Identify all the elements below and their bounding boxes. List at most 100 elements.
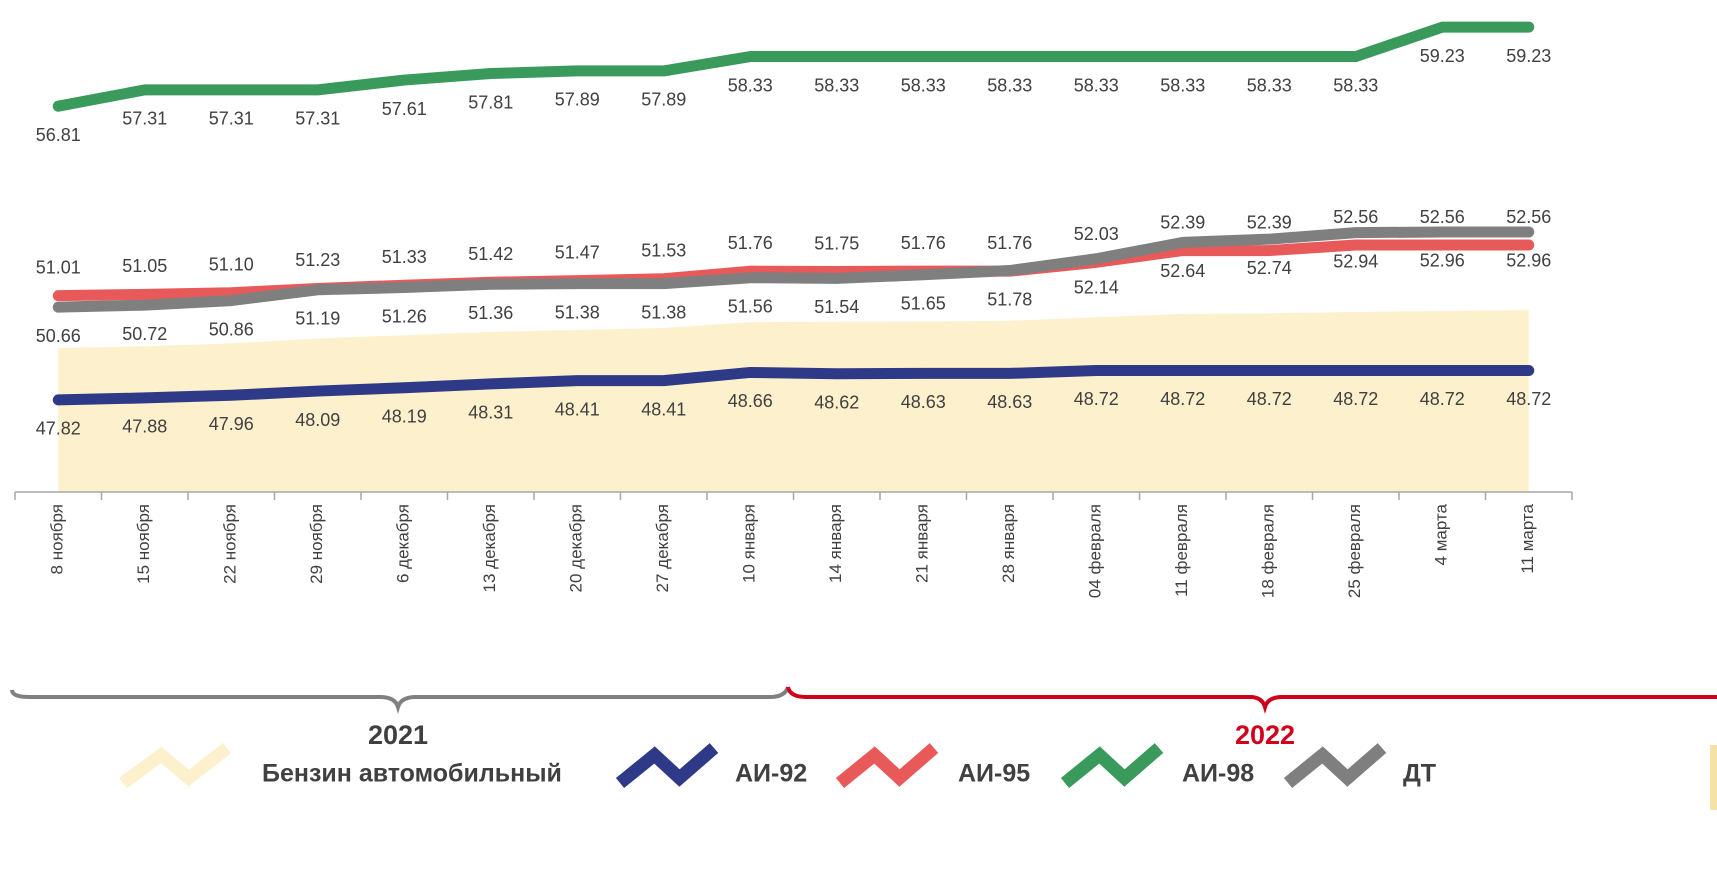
data-label: 57.31	[295, 109, 340, 129]
data-label: 57.89	[641, 90, 686, 110]
data-label: 51.33	[382, 247, 427, 267]
data-label: 48.66	[728, 391, 773, 411]
legend-icon	[119, 742, 232, 789]
data-label: 47.82	[36, 419, 81, 439]
data-label: 48.31	[468, 403, 513, 423]
data-label: 56.81	[36, 125, 81, 145]
data-label: 58.33	[1074, 75, 1119, 95]
data-label: 52.39	[1160, 212, 1205, 232]
data-label: 47.96	[209, 414, 254, 434]
data-label: 51.53	[641, 240, 686, 260]
year-label: 2021	[368, 720, 428, 750]
data-label: 52.56	[1506, 207, 1551, 227]
data-label: 48.19	[382, 407, 427, 427]
data-label: 48.63	[987, 392, 1032, 412]
data-label: 58.33	[728, 75, 773, 95]
data-label: 51.38	[555, 302, 600, 322]
data-label: 51.65	[901, 294, 946, 314]
year-label: 2022	[1235, 720, 1295, 750]
data-label: 57.81	[468, 92, 513, 112]
x-tick-label: 10 января	[740, 504, 759, 583]
data-label: 51.05	[122, 256, 167, 276]
data-label: 52.03	[1074, 224, 1119, 244]
data-label: 57.31	[209, 109, 254, 129]
data-label: 51.38	[641, 302, 686, 322]
x-tick-label: 28 января	[999, 504, 1018, 583]
legend-icon	[835, 743, 939, 789]
bracket-2022	[786, 686, 1717, 714]
x-tick-label: 18 февраля	[1259, 504, 1278, 598]
plot-area: 47.82 47.88 47.96 48.09 48.19 48.31 48.41 48.41…	[14, 21, 1573, 598]
data-label: 51.36	[468, 303, 513, 323]
data-label: 51.56	[728, 296, 773, 316]
line	[52, 364, 1535, 406]
data-label: 48.72	[1160, 389, 1205, 409]
data-label: 58.33	[901, 75, 946, 95]
data-label: 48.72	[1333, 389, 1378, 409]
data-label: 48.72	[1420, 389, 1465, 409]
x-tick-label: 14 января	[826, 504, 845, 583]
legend-label: АИ-95	[958, 760, 1030, 788]
data-label: 58.33	[1160, 75, 1205, 95]
legend-label: АИ-92	[735, 760, 807, 788]
data-label: 51.01	[36, 257, 81, 277]
data-label: 51.75	[814, 233, 859, 253]
x-tick-label: 25 февраля	[1345, 504, 1364, 598]
data-label: 48.09	[295, 410, 340, 430]
data-label: 57.61	[382, 99, 427, 119]
data-label: 52.56	[1333, 207, 1378, 227]
data-label: 52.39	[1247, 212, 1292, 232]
legend-icon	[1283, 743, 1387, 789]
legend-label: ДТ	[1403, 760, 1436, 788]
x-tick-label: 6 декабря	[394, 504, 413, 583]
x-tick-label: 11 февраля	[1172, 504, 1191, 597]
data-label: 48.72	[1074, 389, 1119, 409]
data-label: 48.63	[901, 392, 946, 412]
x-tick-label: 04 февраля	[1086, 504, 1105, 598]
data-label: 51.54	[814, 297, 859, 317]
data-label: 59.23	[1506, 46, 1551, 66]
data-label: 59.23	[1420, 46, 1465, 66]
legend-icon	[615, 743, 719, 789]
data-label: 58.33	[1333, 75, 1378, 95]
x-tick-label: 11 марта	[1518, 503, 1537, 573]
data-label: 51.47	[555, 242, 600, 262]
data-label: 48.72	[1247, 389, 1292, 409]
data-label: 51.42	[468, 244, 513, 264]
data-label: 52.94	[1333, 251, 1378, 271]
data-label: 51.76	[987, 233, 1032, 253]
data-label: 52.14	[1074, 278, 1119, 298]
line	[52, 226, 1535, 313]
x-tick-label: 21 января	[913, 504, 932, 583]
data-label: 52.96	[1506, 251, 1551, 271]
data-label: 52.56	[1420, 207, 1465, 227]
data-label: 58.33	[814, 75, 859, 95]
x-tick-label: 4 марта	[1432, 503, 1451, 565]
area	[58, 310, 1529, 492]
data-label: 50.86	[209, 319, 254, 339]
data-label: 51.76	[901, 233, 946, 253]
line	[52, 239, 1535, 302]
x-tick-label: 22 ноября	[221, 504, 240, 584]
data-label: 51.78	[987, 289, 1032, 309]
data-label: 48.41	[555, 399, 600, 419]
data-label: 50.72	[122, 324, 167, 344]
data-label: 48.41	[641, 399, 686, 419]
x-tick-label: 8 ноября	[48, 504, 67, 574]
legend-icon	[1060, 743, 1164, 789]
x-tick-label: 27 декабря	[653, 504, 672, 592]
data-label: 58.33	[987, 75, 1032, 95]
data-label: 52.64	[1160, 261, 1205, 281]
data-label: 51.10	[209, 254, 254, 274]
line	[52, 21, 1535, 112]
data-label: 52.96	[1420, 251, 1465, 271]
x-tick-label: 15 ноября	[134, 504, 153, 584]
data-label: 47.88	[122, 417, 167, 437]
x-tick-label: 13 декабря	[480, 504, 499, 592]
legend-label: АИ-98	[1182, 760, 1254, 788]
x-tick-label: 29 ноября	[307, 504, 326, 584]
data-label: 51.23	[295, 250, 340, 270]
data-label: 58.33	[1247, 75, 1292, 95]
data-label: 51.76	[728, 233, 773, 253]
